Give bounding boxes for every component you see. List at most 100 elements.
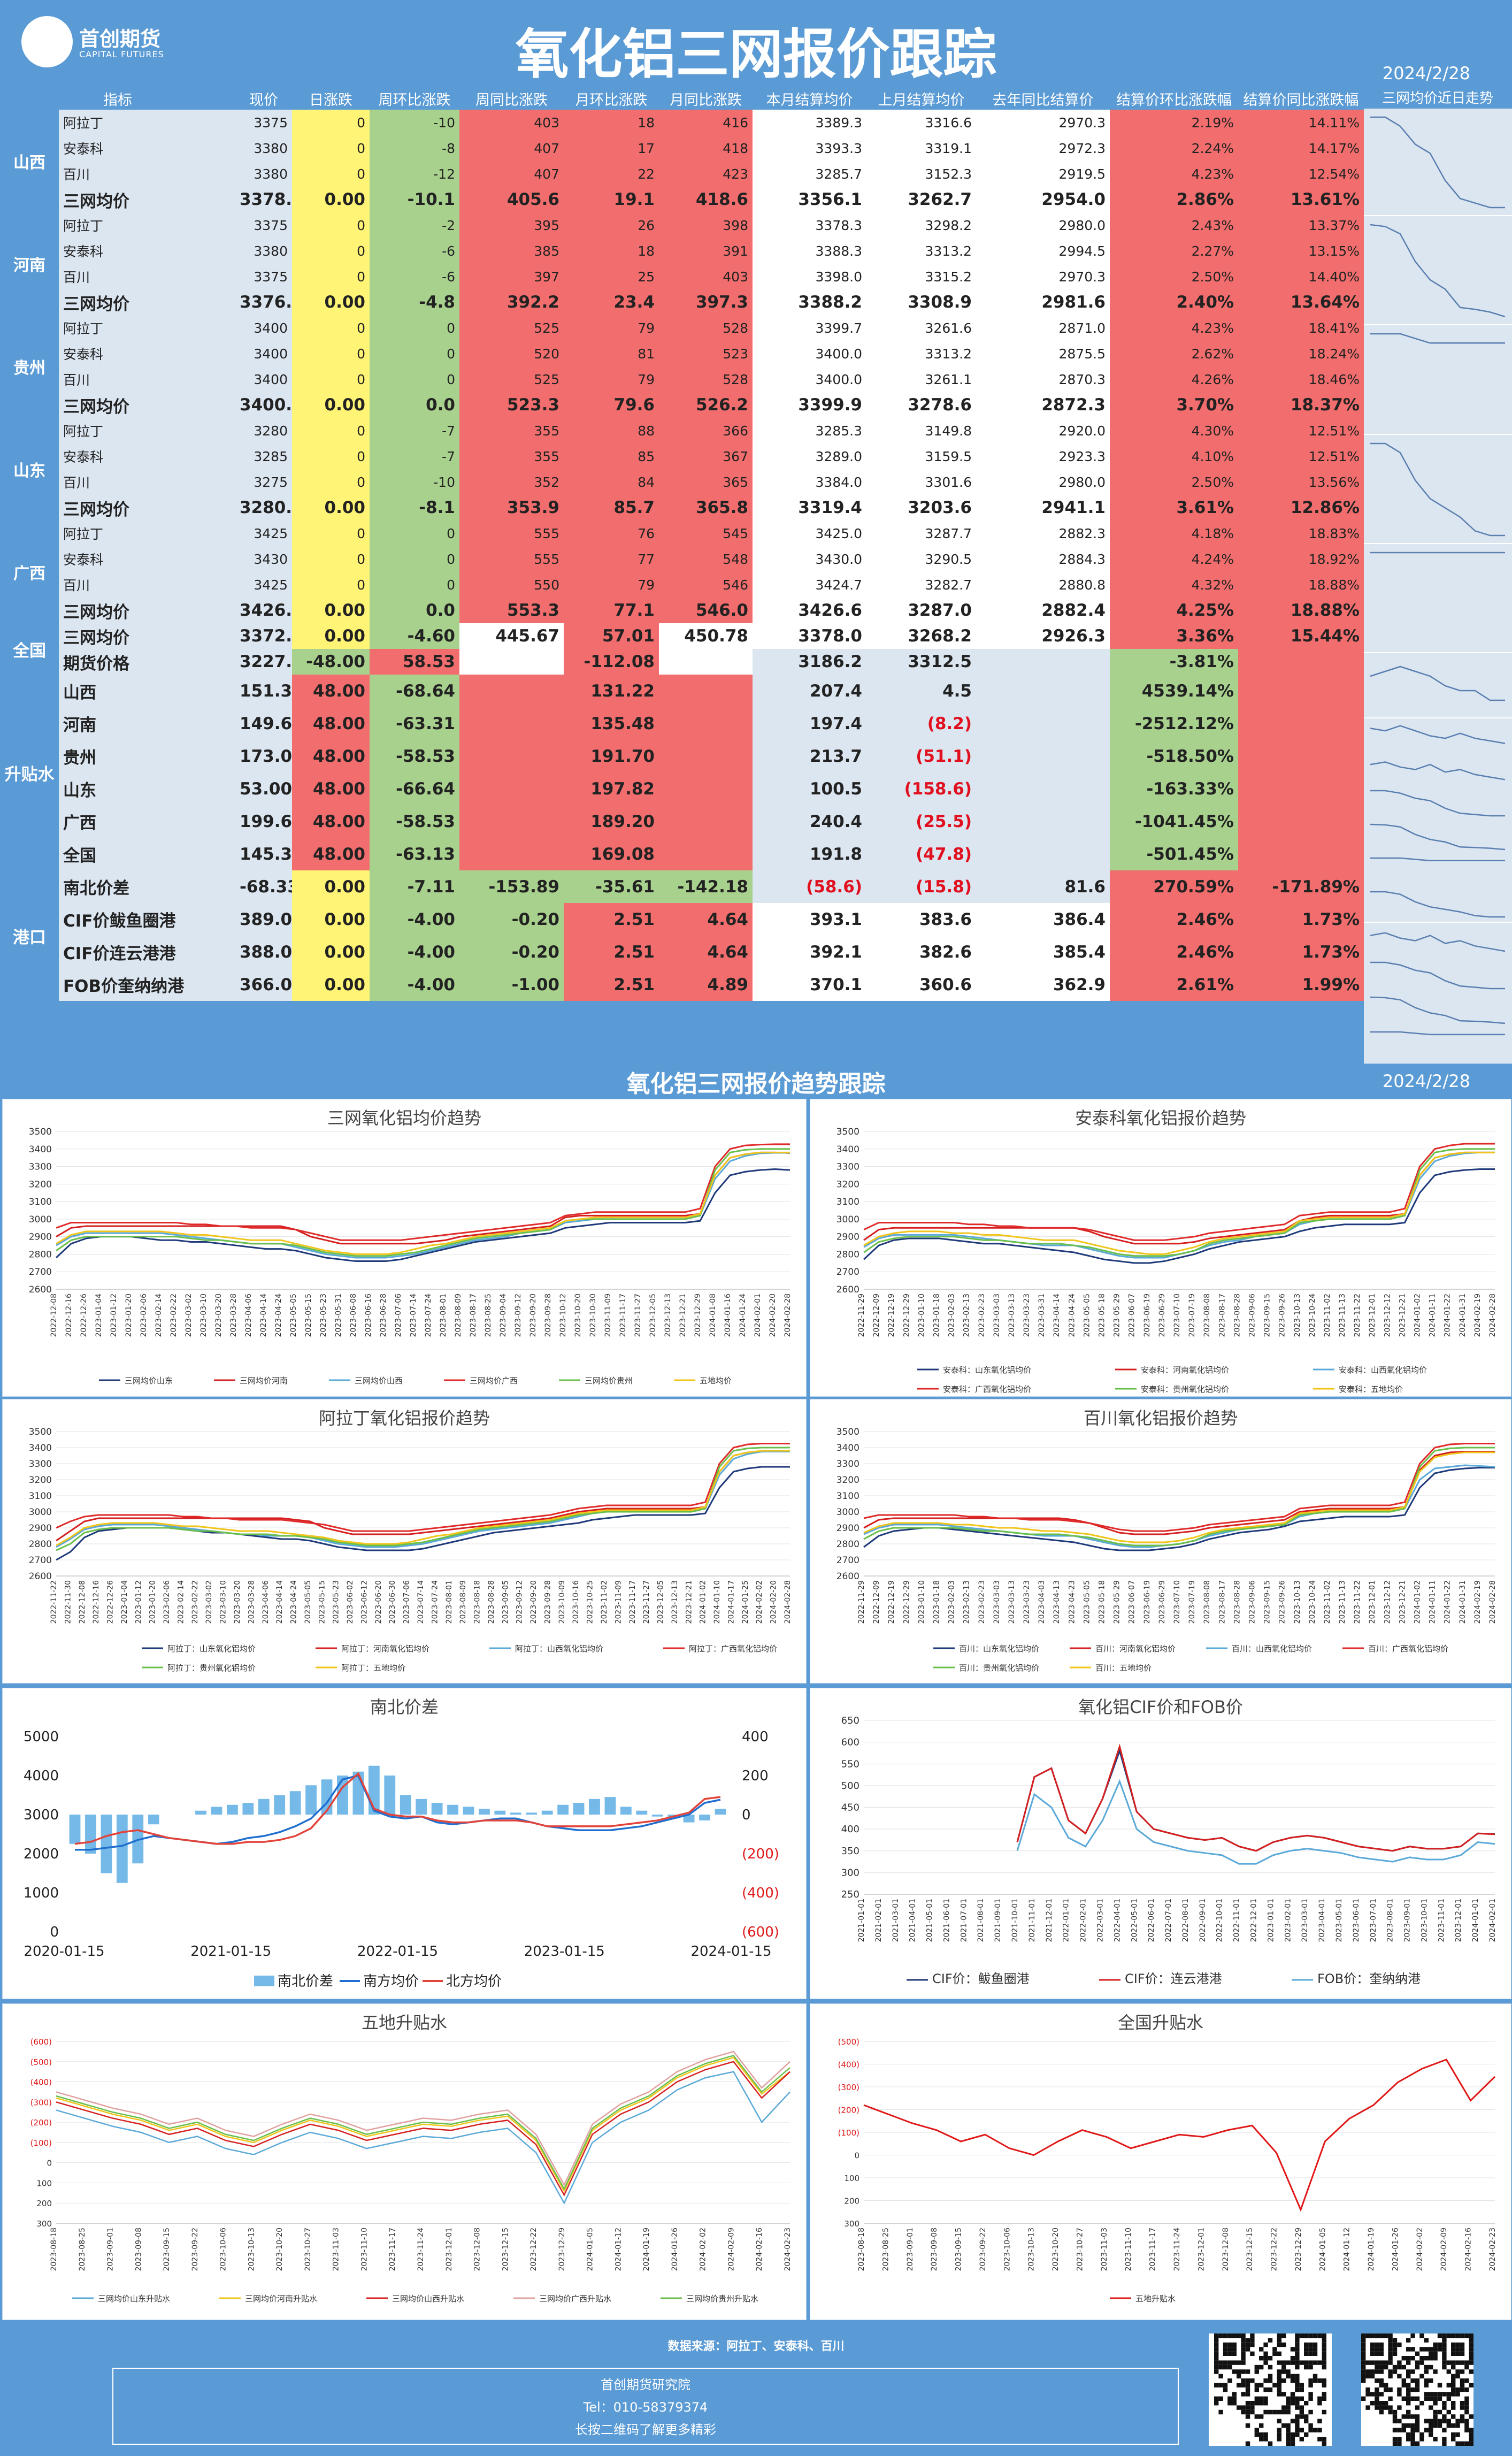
x-tick-label: 2023-11-09 — [604, 1294, 612, 1337]
table-cell: 386.4 — [976, 903, 1110, 936]
data-source: 数据来源：阿拉丁、安泰科、百川 — [667, 2340, 845, 2353]
chart-title: 氧化铝CIF价和FOB价 — [1078, 1697, 1243, 1717]
region-label: 全国 — [0, 623, 59, 675]
x-tick-label: 2023-01-04 — [120, 1580, 129, 1624]
table-cell: 3280.00 — [235, 495, 292, 521]
x-tick-label: 2024-02-23 — [784, 2228, 792, 2271]
table-cell: 3282.7 — [866, 572, 976, 598]
x-tick-label: 2023-04-13 — [1053, 1580, 1061, 1624]
row-label: 山东 — [59, 772, 235, 805]
table-cell: 2870.3 — [976, 366, 1110, 392]
table-row: 安泰科 3380 0 -8 407 17 418 3393.3 3319.1 2972.3 2.24… — [0, 135, 1364, 161]
table-row: 百川 3380 0 -12 407 22 423 3285.7 3152.3 2919.5 4.23… — [0, 161, 1364, 187]
legend-label: 安泰科：河南氧化铝均价 — [1141, 1365, 1229, 1375]
y-tick-label: 2800 — [836, 1539, 859, 1550]
x-tick-label: 2023-06-29 — [1158, 1580, 1166, 1624]
avg-row: 三网均价3378.330.00-10.1405.619.1418.63356.1… — [0, 187, 1364, 212]
x-tick-label: 2023-09-20 — [529, 1294, 538, 1337]
table-cell: 1.99% — [1238, 968, 1364, 1001]
spread-bar — [510, 1812, 521, 1815]
y2-tick-label: 200 — [742, 1768, 769, 1784]
table-cell: 84 — [564, 469, 659, 495]
table-cell: 191.70 — [564, 740, 659, 772]
x-tick-label: 2023-08-08 — [1203, 1580, 1211, 1624]
table-cell: -0.20 — [459, 936, 564, 968]
qr-code[interactable] — [1209, 2333, 1332, 2446]
x-tick-label: 2022-10-01 — [1216, 1899, 1224, 1942]
x-tick-label: 2024-02-02 — [755, 1580, 764, 1624]
table-cell: 79 — [564, 572, 659, 598]
table-cell: 397 — [459, 264, 564, 289]
row-label: 三网均价 — [59, 187, 235, 212]
row-label: 南北价差 — [59, 870, 235, 903]
spread-bar — [258, 1799, 270, 1815]
x-tick-label: 2023-12-21 — [679, 1294, 687, 1337]
x-tick-label: 2024-01-16 — [724, 1294, 732, 1337]
table-cell: 4.89 — [659, 968, 753, 1001]
table-cell: 3400 — [235, 366, 292, 392]
x-tick-label: 2023-12-15 — [501, 2228, 510, 2271]
table-cell: 149.67 — [235, 707, 292, 740]
table-cell: 403 — [459, 110, 564, 135]
x-tick-label: 2023-09-04 — [499, 1294, 508, 1337]
series-line — [863, 1451, 1495, 1543]
series-line — [56, 2055, 790, 2191]
table-cell: 2.46% — [1110, 936, 1238, 968]
table-cell: 2994.5 — [976, 238, 1110, 264]
table-cell — [459, 838, 564, 870]
table-cell: 169.08 — [564, 838, 659, 870]
table-cell: (15.8) — [866, 870, 976, 903]
table-cell: 4.5 — [866, 675, 976, 707]
series-line — [863, 1148, 1495, 1257]
table-cell: -63.13 — [370, 838, 459, 870]
table-cell — [659, 772, 753, 805]
x-tick-label: 2023-07-14 — [409, 1294, 418, 1337]
y-tick-label: 3500 — [29, 1427, 52, 1437]
spread-bar — [384, 1776, 396, 1815]
table-cell: 3298.2 — [866, 212, 976, 238]
y-tick-label: 2900 — [29, 1523, 52, 1534]
x-tick-label: 2023-11-13 — [1338, 1580, 1347, 1624]
y-tick-label: 2900 — [836, 1523, 859, 1534]
table-cell — [1238, 838, 1364, 870]
table-cell: 3280 — [235, 418, 292, 443]
x-tick-label: 2023-12-13 — [671, 1580, 679, 1624]
table-cell: -3.81% — [1110, 649, 1238, 675]
table-cell — [459, 707, 564, 740]
table-cell: 0 — [370, 546, 459, 572]
row-label: CIF价连云港港 — [59, 936, 235, 968]
y-tick-label: 3300 — [836, 1162, 859, 1173]
qr-code[interactable] — [1361, 2333, 1473, 2446]
x-tick-label: 2023-12-08 — [1222, 2228, 1230, 2271]
table-cell: 388.00 — [235, 936, 292, 968]
table-cell: 48.00 — [292, 805, 370, 838]
y-tick-label: 0 — [47, 2159, 52, 2168]
table-cell: -4.8 — [370, 289, 459, 315]
x-tick-label: 2023-03-10 — [219, 1580, 228, 1624]
table-cell: 392.1 — [753, 936, 866, 968]
x-tick-label: 2023-10-13 — [1027, 2228, 1036, 2271]
table-cell: -2 — [370, 212, 459, 238]
y-tick-label: 500 — [841, 1780, 859, 1792]
x-tick-label: 2023-10-01 — [1420, 1899, 1429, 1942]
table-cell — [659, 838, 753, 870]
x-tick-label: 2023-11-22 — [1353, 1294, 1362, 1337]
x-tick-label: 2023-02-06 — [140, 1294, 148, 1337]
spread-bar — [463, 1807, 474, 1815]
x-tick-label: 2023-11-24 — [417, 2228, 425, 2271]
column-header: 日涨跌 — [292, 87, 370, 110]
table-cell: 2872.3 — [976, 392, 1110, 418]
y-tick-label: 200 — [844, 2197, 859, 2206]
y-tick-label: (400) — [838, 2060, 859, 2070]
x-tick-label: 2021-12-01 — [1045, 1899, 1054, 1942]
x-tick-label: 2023-06-28 — [379, 1294, 388, 1337]
row-label: 三网均价 — [59, 289, 235, 315]
table-cell: 353.9 — [459, 495, 564, 521]
x-tick-label: 2024-01-15 — [690, 1944, 771, 1960]
legend-swatch — [254, 1976, 274, 1986]
table-cell: -112.08 — [564, 649, 659, 675]
y-tick-label: 2700 — [836, 1267, 859, 1277]
table-cell: 18.46% — [1238, 366, 1364, 392]
x-tick-label: 2024-02-19 — [1473, 1294, 1482, 1337]
x-tick-label: 2023-12-22 — [529, 2228, 538, 2271]
